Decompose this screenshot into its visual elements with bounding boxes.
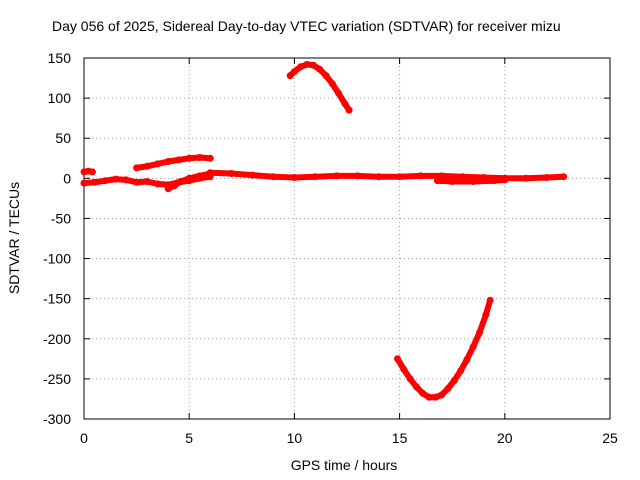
data-point: [412, 383, 420, 391]
y-tick-label: -200: [43, 331, 71, 347]
data-point: [248, 171, 256, 179]
data-point: [290, 68, 298, 76]
data-point: [431, 393, 439, 401]
data-point: [164, 185, 172, 193]
data-point: [196, 172, 204, 180]
data-point: [196, 154, 204, 161]
y-tick-label: 0: [63, 170, 71, 186]
x-axis-title: GPS time / hours: [291, 457, 398, 473]
x-tick-label: 0: [80, 430, 88, 446]
data-point: [341, 100, 349, 108]
data-point: [335, 89, 343, 97]
data-point: [101, 177, 109, 185]
x-tick-label: 10: [287, 430, 303, 446]
series-layer: [80, 60, 568, 401]
data-point: [434, 177, 441, 185]
y-tick-label: -150: [43, 291, 71, 307]
data-point: [469, 343, 477, 351]
data-point: [486, 296, 494, 304]
data-point: [560, 173, 568, 181]
data-point: [450, 377, 458, 384]
data-point: [185, 154, 193, 162]
data-point: [419, 389, 427, 397]
data-point: [303, 60, 311, 68]
data-point: [463, 356, 471, 364]
data-point: [133, 164, 141, 172]
data-point: [375, 173, 383, 181]
data-point: [482, 311, 490, 319]
data-point: [164, 158, 172, 165]
data-point: [185, 174, 193, 182]
data-point: [543, 174, 551, 181]
data-point: [297, 63, 305, 71]
y-tick-label: 100: [48, 90, 72, 106]
data-point: [316, 65, 324, 73]
data-point: [417, 172, 425, 180]
data-point: [133, 178, 141, 186]
plot-frame: [83, 57, 611, 420]
data-point: [91, 178, 98, 186]
data-point: [154, 180, 162, 188]
data-point: [400, 365, 408, 373]
data-point: [345, 106, 353, 114]
y-axis-title: SDTVAR / TECUs: [6, 182, 22, 294]
data-point: [444, 385, 452, 392]
data-point: [177, 178, 185, 185]
data-point: [206, 169, 214, 177]
data-point: [501, 176, 509, 184]
data-point: [112, 175, 120, 183]
data-point: [457, 367, 465, 375]
data-point: [469, 178, 477, 185]
tick-layer: 0 5 10 15 20 25 -300 -250 -200 -150 -100 -50 0 50 100 1…: [43, 50, 618, 446]
data-point: [206, 154, 214, 162]
data-point: [394, 355, 401, 363]
x-tick-label: 20: [497, 430, 513, 446]
data-point: [122, 176, 130, 184]
data-point: [396, 173, 404, 181]
data-point: [490, 177, 498, 185]
data-point: [333, 172, 340, 180]
y-tick-label: -50: [51, 210, 71, 226]
data-point: [438, 391, 446, 399]
data-point: [406, 375, 414, 383]
y-tick-label: -250: [43, 371, 71, 387]
data-point: [175, 156, 183, 164]
y-tick-label: -300: [43, 411, 71, 427]
y-tick-label: 150: [48, 50, 72, 66]
data-point: [227, 170, 235, 177]
data-point: [269, 173, 277, 181]
data-point: [522, 174, 530, 182]
data-point: [476, 328, 484, 336]
data-point: [328, 80, 336, 88]
data-point: [354, 172, 361, 180]
data-point: [311, 173, 319, 181]
series-arc-e: [207, 169, 567, 182]
data-point: [322, 72, 330, 80]
chart-title: Day 056 of 2025, Sidereal Day-to-day VTE…: [52, 18, 561, 34]
data-point: [459, 173, 467, 181]
data-point: [290, 174, 298, 181]
y-tick-label: 50: [55, 130, 71, 146]
x-tick-label: 15: [392, 430, 408, 446]
series-arc-h: [394, 297, 494, 401]
data-point: [143, 178, 151, 185]
grid-layer: [84, 58, 610, 419]
y-tick-label: -100: [43, 251, 71, 267]
data-point: [88, 168, 96, 176]
x-tick-label: 5: [185, 430, 193, 446]
x-tick-label: 25: [602, 430, 618, 446]
data-point: [171, 182, 178, 190]
data-point: [154, 160, 162, 168]
data-point: [143, 162, 151, 170]
data-point: [425, 393, 433, 401]
data-point: [80, 179, 88, 187]
data-point: [438, 172, 446, 180]
data-point: [309, 61, 317, 69]
data-point: [448, 178, 456, 185]
